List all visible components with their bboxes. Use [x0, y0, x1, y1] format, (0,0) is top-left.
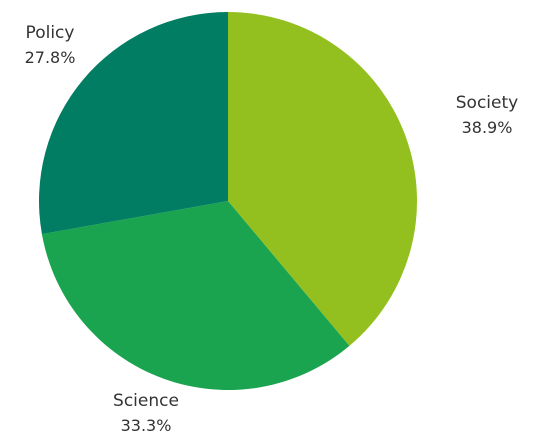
slice-percent-policy: 27.8%: [25, 48, 76, 67]
slice-percent-science: 33.3%: [121, 416, 172, 435]
pie-labels: Society 38.9% Science 33.3% Policy 27.8%: [25, 23, 519, 435]
slice-percent-society: 38.9%: [462, 118, 513, 137]
slice-label-society: Society: [456, 93, 518, 113]
slice-label-science: Science: [113, 391, 179, 411]
slice-label-policy: Policy: [26, 23, 75, 43]
pie-slice-science: [41, 201, 350, 391]
pie-slice-society: [228, 12, 418, 346]
pie-slice-policy: [39, 12, 229, 235]
pie-slices: [39, 12, 418, 391]
